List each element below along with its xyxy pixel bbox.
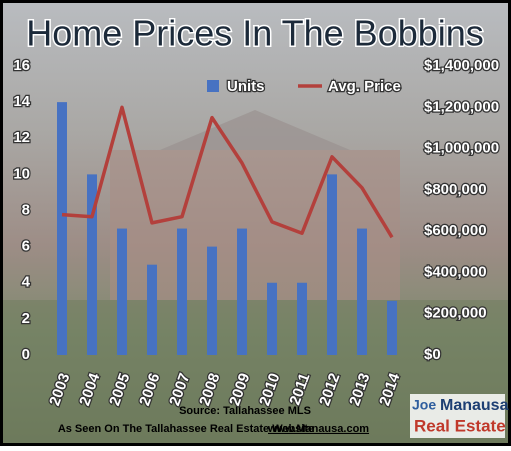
y-tick-label: 0 (22, 346, 30, 363)
legend-label: Units (227, 78, 265, 95)
bar (357, 228, 367, 355)
logo-box (410, 394, 505, 438)
bar (267, 282, 277, 355)
logo-last: Manausa (440, 397, 509, 414)
logo-subtitle: Real Estate (414, 416, 506, 435)
bar (87, 174, 97, 355)
bar (147, 264, 157, 355)
y2-tick-label: $600,000 (424, 222, 487, 239)
legend-label: Avg. Price (328, 78, 401, 95)
y-tick-label: 6 (22, 238, 30, 255)
bar (237, 228, 247, 355)
y2-tick-label: $800,000 (424, 181, 487, 198)
bar (117, 228, 127, 355)
price-line (61, 105, 394, 239)
bar (57, 102, 67, 355)
y-tick-label: 10 (13, 165, 30, 182)
bar (327, 174, 337, 355)
y-tick-label: 12 (13, 129, 30, 146)
y2-tick-label: $1,000,000 (424, 140, 499, 157)
bar (387, 300, 397, 355)
bar (207, 246, 217, 355)
logo-first: Joe (412, 397, 436, 413)
y-tick-label: 4 (22, 274, 31, 291)
y-tick-label: 16 (13, 57, 30, 74)
website: www.Manausa.com (267, 423, 369, 435)
bar (297, 282, 307, 355)
seen-on: As Seen On The Tallahassee Real Estate W… (58, 423, 314, 435)
y2-tick-label: $1,400,000 (424, 57, 499, 74)
chart-title: Home Prices In The Bobbins (26, 13, 484, 54)
legend-swatch (207, 80, 219, 92)
y2-tick-label: $1,200,000 (424, 98, 499, 115)
y2-tick-label: $200,000 (424, 305, 487, 322)
roof (160, 110, 350, 150)
y2-tick-label: $400,000 (424, 263, 487, 280)
y-tick-label: 8 (22, 201, 30, 218)
bar (177, 228, 187, 355)
y-tick-label: 2 (22, 310, 30, 327)
y-tick-label: 14 (13, 93, 30, 110)
y2-tick-label: $0 (424, 346, 441, 363)
source: Source: Tallahassee MLS (179, 405, 311, 417)
